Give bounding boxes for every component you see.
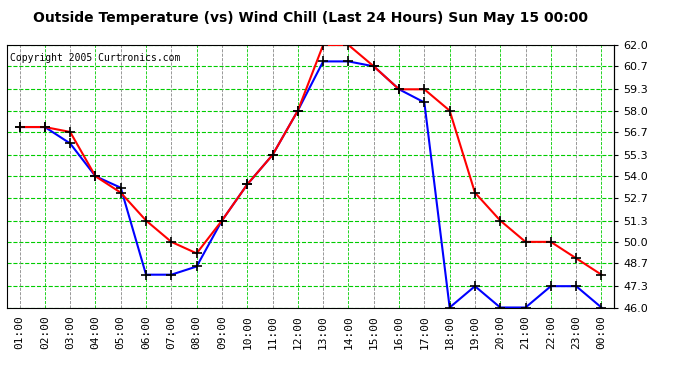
Text: Copyright 2005 Curtronics.com: Copyright 2005 Curtronics.com [10, 53, 180, 63]
Text: Outside Temperature (vs) Wind Chill (Last 24 Hours) Sun May 15 00:00: Outside Temperature (vs) Wind Chill (Las… [33, 11, 588, 25]
